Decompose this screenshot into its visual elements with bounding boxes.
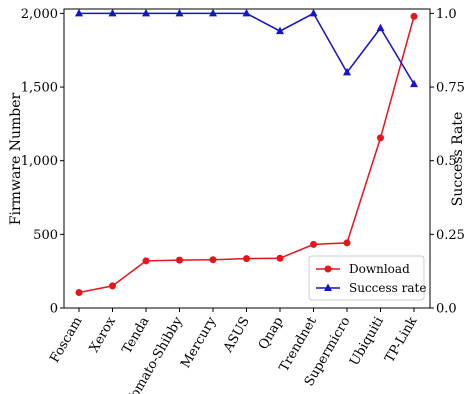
point-download — [377, 134, 384, 142]
point-success-rate — [242, 8, 251, 17]
point-download — [276, 254, 284, 262]
y-tick-label: 0 — [50, 302, 58, 317]
y-tick-label: 500 — [33, 228, 58, 243]
point-success-rate — [175, 8, 184, 17]
y-right-tick-label: 0.0 — [436, 302, 457, 317]
y-tick-label: 2,000 — [21, 7, 58, 22]
point-success-rate — [376, 23, 385, 32]
x-tick-label: ASUS — [220, 315, 253, 356]
legend-box — [308, 255, 425, 301]
y-right-tick-label: 0.5 — [436, 154, 457, 169]
point-download — [343, 239, 351, 247]
point-download — [243, 255, 250, 263]
y-right-tick-label: 0.75 — [436, 81, 465, 96]
legend: Download Success rate — [308, 255, 426, 301]
series-line-download — [78, 16, 415, 294]
legend-label-success-rate: Success rate — [349, 281, 426, 295]
point-success-rate — [108, 8, 117, 17]
point-download — [310, 240, 317, 248]
point-success-rate — [75, 8, 83, 17]
legend-label-download: Download — [349, 262, 410, 276]
point-download — [209, 256, 217, 264]
point-download — [176, 256, 183, 264]
point-success-rate — [309, 8, 318, 17]
y-right-tick-label: 1.0 — [436, 7, 457, 22]
x-tick-label: Foscam — [47, 315, 85, 366]
point-download — [142, 257, 150, 265]
point-success-rate — [276, 26, 284, 35]
y-axis-label: Firmware Number — [8, 92, 24, 225]
series-line-success-rate — [79, 12, 415, 85]
point-success-rate — [343, 67, 351, 76]
y-right-tick-label: 0.25 — [436, 228, 465, 243]
x-tick-label: Xerox — [87, 314, 119, 355]
y-tick-label: 1,000 — [21, 154, 58, 169]
point-download — [109, 282, 116, 290]
x-tick-label: TP-Link — [382, 314, 420, 365]
right-axis-ticks: 0.0 0.25 0.5 0.75 1.0 — [430, 7, 465, 317]
series-layer — [75, 8, 418, 297]
y-axis-right-label: Success Rate — [450, 112, 466, 207]
y-tick-label: 1,500 — [21, 81, 58, 96]
legend-marker-download — [324, 265, 332, 273]
point-success-rate — [209, 8, 217, 17]
legend-marker-success-rate — [324, 283, 332, 291]
point-download — [75, 289, 83, 297]
point-download — [410, 12, 418, 20]
x-tick-label: Tenda — [120, 314, 153, 356]
point-success-rate — [410, 79, 418, 88]
point-success-rate — [142, 8, 150, 17]
x-tick-label: Qnap — [256, 315, 287, 353]
left-axis-ticks: 0 500 1,000 1,500 2,000 — [21, 7, 64, 317]
